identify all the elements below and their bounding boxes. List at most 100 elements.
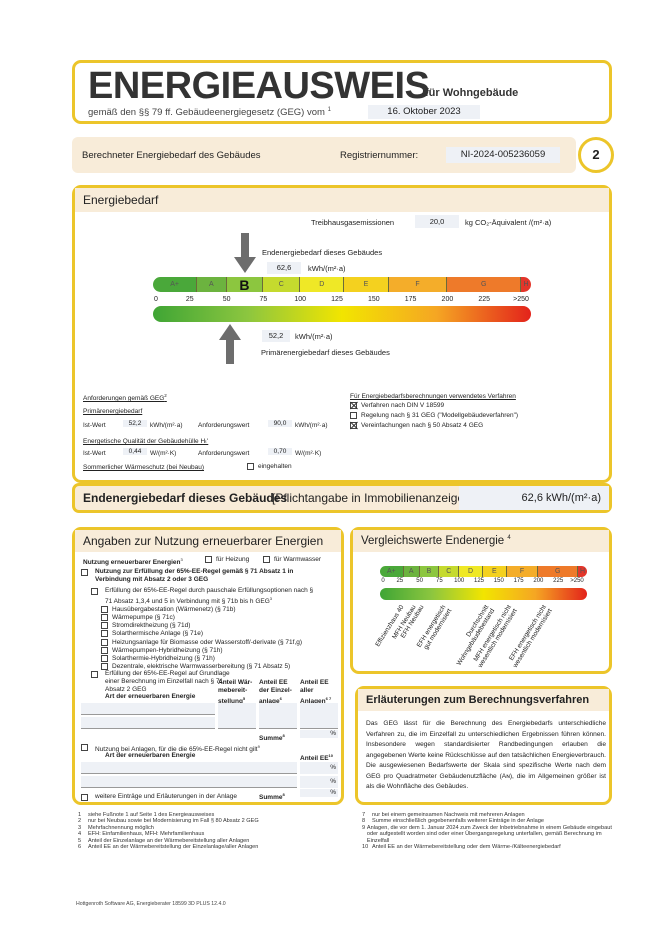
method-modellgebaeude[interactable]: Regelung nach § 31 GEG ("Modellgebäudeve… [350,412,518,419]
footnote: 4 EFH: Einfamilienhaus, MFH: Mehrfamilien… [78,831,205,838]
ee-option-checkbox[interactable]: Wärmepumpe (§ 71c) [101,614,302,622]
ghg-value: 20,0 [415,215,459,228]
energy-class-B: B [419,566,440,577]
energy-class-G: G [447,277,521,292]
footnote: 2 nur bei Neubau sowie bei Modernisierung… [78,818,259,825]
ee-option-checkbox[interactable]: Heizungsanlage für Biomasse oder Wassers… [101,638,302,647]
sum-value-2[interactable]: % [300,789,338,797]
col-anteil-ee: Anteil EE10 [300,753,333,763]
pct-cell[interactable]: % [300,762,338,774]
summer-protection-label: Sommerlicher Wärmeschutz (bei Neubau) [83,464,205,471]
scale-tick: 150 [367,296,380,303]
energy-scale-bar: A+ A B C D E F G H [153,277,531,292]
col-waerme: Anteil Wär-mebereit-stellung5 [218,679,253,706]
footnote: 10 Anteil EE an der Wärmebereitstellung o… [362,844,561,851]
energiebedarf-section: Energiebedarf Treibhausgasemissionen 20,… [72,185,612,483]
page-number-badge: 2 [578,137,614,173]
scale-tick: 175 [404,296,417,303]
ee-table-row[interactable] [81,776,297,788]
ee-option-checkbox[interactable]: Dezentrale, elektrische Warmwasserbereit… [101,662,302,671]
scale-tick: 50 [416,578,423,584]
section-title: Angaben zur Nutzung erneuerbarer Energie… [75,530,341,552]
energy-class-G: G [538,566,578,577]
energy-class-H: H [578,566,587,577]
explanation-section: Erläuterungen zum Berechnungsverfahren D… [355,686,612,805]
comparison-section: Vergleichswerte Endenergie 4 A+ A B C D E F G H … [350,527,612,674]
comparison-scale-bar: A+ A B C D E F G H [380,566,587,577]
sum-label-2: Summe8 [259,792,285,802]
checkbox[interactable] [350,412,357,419]
heating-checkbox[interactable]: für Heizung [205,556,249,564]
checkbox-checked[interactable] [350,402,357,409]
registration-label: Registriernummer: [340,150,419,161]
energy-scale-ticks: 0 25 50 75 100 125 150 175 200 225 >250 [153,296,531,306]
ee-not-applicable-checkbox[interactable]: Nutzung bei Anlagen, für die die 65%-EE-… [81,743,260,754]
ee-table-row[interactable] [81,717,215,729]
primary-anf-unit: kWh/(m²·a) [295,422,328,429]
scale-tick: 25 [185,296,194,303]
col-art: Art der erneuerbaren Energie [105,693,196,700]
primary-energy-label: Primärenergiebedarf dieses Gebäudes [261,348,390,357]
pct-cell[interactable]: % [300,776,338,788]
checkbox-checked[interactable] [350,422,357,429]
footnote: 8 Summe einschließlich gegebenenfalls wei… [362,818,544,825]
section-title: Energiebedarf [75,188,609,212]
registration-number: NI-2024-005236059 [446,147,560,163]
ht-ist-value: 0,44 [123,448,147,455]
ee-table-row[interactable] [81,703,215,715]
ee-einzelfall-checkbox[interactable]: Erfüllung der 65%-EE-Regel auf Grundlage… [91,670,241,694]
sum-label: Summe8 [259,733,285,743]
ee-option-checkbox[interactable]: Solarthermie-Hybridheizung (§ 71h) [101,654,302,663]
further-entries-checkbox[interactable]: weitere Einträge und Erläuterungen in de… [81,793,237,801]
primary-ist-value: 52,2 [123,420,147,427]
scale-tick: 150 [493,578,504,584]
summer-protection-checkbox[interactable]: eingehalten [247,463,292,470]
section-title: Vergleichswerte Endenergie 4 [353,530,609,552]
subheader-label: Berechneter Energiebedarf des Gebäudes [82,150,261,161]
law-text: gemäß den §§ 79 ff. Gebäudeenergiegesetz… [88,107,325,119]
primary-energy-gradient-bar [153,306,531,322]
ee-table-cell[interactable] [218,703,256,729]
issue-date: 16. Oktober 2023 [368,105,480,119]
ee-rule-65-checkbox[interactable]: Nutzung zur Erfüllung der 65%-EE-Regel g… [81,568,316,584]
footnotes-left: 1 siehe Fußnote 1 auf Seite 1 des Energie… [78,812,348,850]
scale-tick: 75 [259,296,268,303]
scale-tick: >250 [570,578,584,584]
method-dinv18599[interactable]: Verfahren nach DIN V 18599 [350,402,444,409]
energy-class-C: C [439,566,460,577]
ee-table-cell[interactable] [259,703,297,729]
sum-value[interactable]: % [300,730,338,738]
ht-ist-unit: W/(m²·K) [150,450,177,457]
col-art-2: Art der erneuerbaren Energie [105,752,196,759]
scale-tick: 0 [381,578,385,584]
primary-energy-arrow-icon [218,324,241,369]
method-vereinfachungen[interactable]: Vereinfachungen nach § 50 Absatz 4 GEG [350,422,483,429]
ee-option-checkbox[interactable]: Stromdirektheizung (§ 71d) [101,622,302,630]
summary-label: Endenergiebedarf dieses Gebäudes [83,491,288,505]
ee-option-checkbox[interactable]: Solarthermische Anlage (§ 71e) [101,630,302,638]
scale-tick: >250 [513,296,529,303]
ee-table-cell[interactable] [300,703,338,729]
ee-option-checkbox[interactable]: Hausübergabestation (Wärmenetz) (§ 71b) [101,606,302,614]
ee-table-row[interactable] [81,762,297,774]
energy-class-E: E [344,277,389,292]
scale-tick: 200 [441,296,454,303]
section-title: Erläuterungen zum Berechnungsverfahren [358,689,609,711]
scale-tick: 25 [396,578,404,584]
energy-class-B: B [226,277,264,292]
end-energy-arrow-icon [234,233,257,278]
ghg-label: Treibhausgasemissionen [311,218,395,227]
footnote: 6 Anteil EE an der Wärmebereitstellung de… [78,844,259,851]
scale-tick: 100 [454,578,465,584]
hot-water-checkbox[interactable]: für Warmwasser [263,556,321,564]
ee-usage: Nutzung erneuerbarer Energien3 für Heizu… [83,556,322,567]
ee-pauschal-checkbox[interactable]: Erfüllung der 65%-EE-Regel durch pauscha… [91,587,321,606]
scale-tick: 125 [473,578,485,584]
document-subtitle: für Wohngebäude [425,87,519,99]
requirements-title: Anforderungen gemäß GEG2 [83,393,167,403]
ee-option-checkbox[interactable]: Wärmepumpen-Hybridheizung (§ 71h) [101,646,302,655]
subheader-bar: Berechneter Energiebedarf des Gebäudes R… [72,137,576,173]
ht-anf-unit: W/(m²·K) [295,450,322,457]
footnote: 5 Anteil der Einzelanlage an der Wärmeber… [78,837,250,844]
energy-class-A: A [197,277,227,292]
